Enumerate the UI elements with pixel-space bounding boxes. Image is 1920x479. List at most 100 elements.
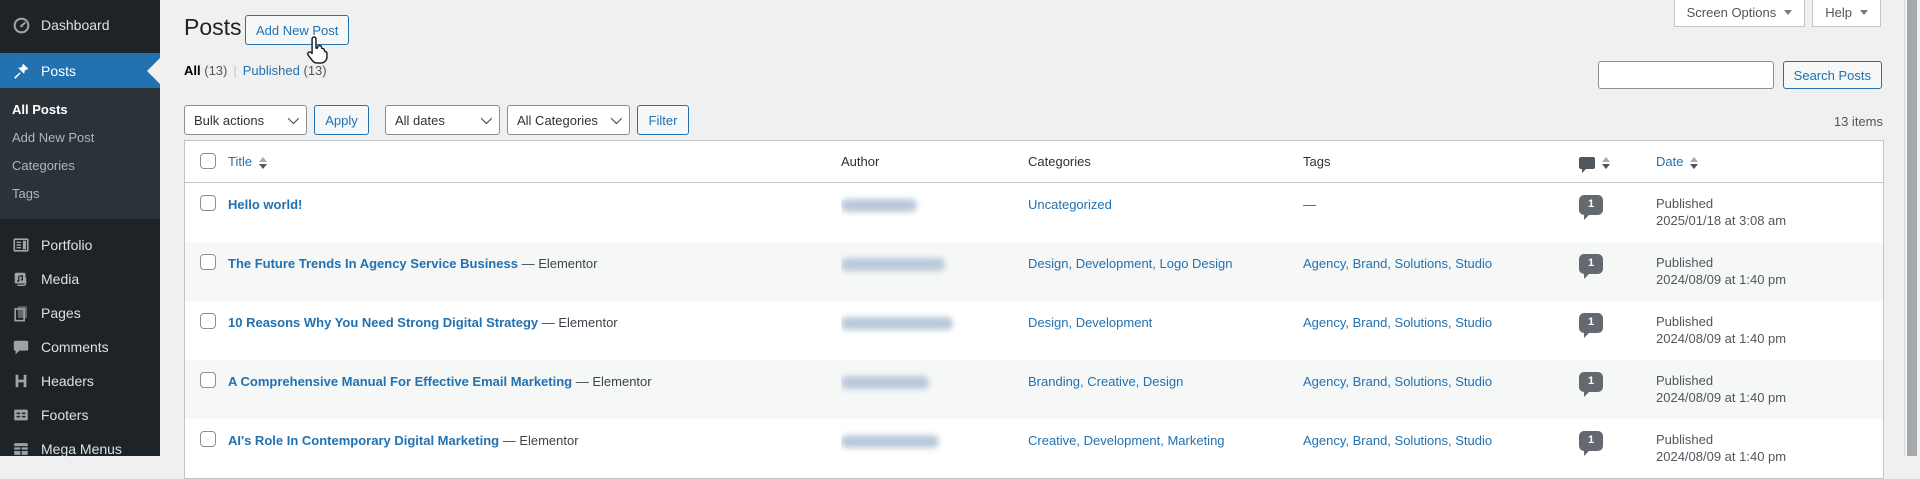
scrollbar-thumb[interactable] <box>1907 0 1917 456</box>
sidebar-item-posts[interactable]: Posts <box>0 53 160 88</box>
all-categories-select[interactable]: All Categories <box>507 105 630 135</box>
row-checkbox[interactable] <box>200 254 216 270</box>
categories-links[interactable]: Design, Development <box>1028 315 1153 330</box>
items-count: 13 items <box>1833 114 1883 129</box>
row-checkbox[interactable] <box>200 195 216 211</box>
apply-button[interactable]: Apply <box>314 105 369 135</box>
table-row: Hello world! Uncategorized — 1 Published… <box>185 183 1883 242</box>
post-title-link[interactable]: A Comprehensive Manual For Effective Ema… <box>228 374 573 389</box>
author-name-redacted <box>841 199 917 212</box>
select-all-checkbox[interactable] <box>200 153 216 169</box>
post-title-link[interactable]: The Future Trends In Agency Service Busi… <box>228 256 518 271</box>
comment-count-bubble[interactable]: 1 <box>1579 430 1603 456</box>
sidebar-item-dashboard[interactable]: Dashboard <box>0 8 160 42</box>
post-title-link[interactable]: Hello world! <box>228 197 303 212</box>
sidebar-item-comments[interactable]: Comments <box>0 330 160 364</box>
date-sort-link[interactable]: Date <box>1656 154 1684 169</box>
pushpin-icon <box>11 61 31 81</box>
tags-links[interactable]: Agency, Brand, Solutions, Studio <box>1303 315 1493 330</box>
post-date: 2024/08/09 at 1:40 pm <box>1656 331 1787 346</box>
row-checkbox[interactable] <box>200 431 216 447</box>
media-icon <box>11 269 31 289</box>
categories-links[interactable]: Creative, Development, Marketing <box>1028 433 1225 448</box>
search-box: Search Posts <box>1597 61 1882 89</box>
search-input[interactable] <box>1597 61 1774 89</box>
comment-count-bubble[interactable]: 1 <box>1579 312 1603 338</box>
sidebar-item-pages[interactable]: Pages <box>0 296 160 330</box>
screen-options-label: Screen Options <box>1686 5 1777 20</box>
bulk-actions-value: Bulk actions <box>194 112 265 128</box>
post-status-views: All (13) | Published (13) <box>184 63 327 78</box>
filter-button[interactable]: Filter <box>637 105 689 135</box>
categories-links[interactable]: Branding, Creative, Design <box>1028 374 1184 389</box>
submenu-categories[interactable]: Categories <box>12 158 75 173</box>
table-row: A Comprehensive Manual For Effective Ema… <box>185 360 1883 419</box>
chevron-down-icon <box>1860 10 1868 15</box>
submenu-tags[interactable]: Tags <box>12 186 40 201</box>
submenu-all-posts[interactable]: All Posts <box>12 102 68 117</box>
sidebar-item-portfolio[interactable]: Portfolio <box>0 228 160 262</box>
all-dates-value: All dates <box>395 112 445 128</box>
pages-icon <box>11 303 31 323</box>
table-header-row: Title Author Categories Tags Date <box>185 141 1883 183</box>
title-sort-link[interactable]: Title <box>228 154 253 169</box>
comments-icon <box>11 337 31 357</box>
table-row: AI's Role In Contemporary Digital Market… <box>185 419 1883 478</box>
column-header-date[interactable]: Date <box>1656 141 1883 182</box>
headers-icon <box>11 371 31 391</box>
page-title: Posts <box>184 14 242 40</box>
post-title-suffix: — Elementor <box>575 374 652 389</box>
column-header-comments[interactable] <box>1579 141 1656 182</box>
categories-links[interactable]: Uncategorized <box>1028 197 1112 212</box>
posts-list-table: Title Author Categories Tags Date Hello … <box>184 140 1884 479</box>
comment-count-bubble[interactable]: 1 <box>1579 371 1603 397</box>
sidebar-item-headers[interactable]: Headers <box>0 364 160 398</box>
post-title-link[interactable]: AI's Role In Contemporary Digital Market… <box>228 433 500 448</box>
author-name-redacted <box>841 258 945 271</box>
all-categories-value: All Categories <box>517 112 598 128</box>
view-all-link[interactable]: All (13) <box>184 63 227 78</box>
admin-sidebar: Dashboard Posts All Posts Add New Post C… <box>0 0 160 457</box>
add-new-post-button[interactable]: Add New Post <box>245 15 350 45</box>
comments-bubble-icon <box>1579 156 1595 173</box>
all-dates-select[interactable]: All dates <box>385 105 500 135</box>
view-published-count: (13) <box>303 63 327 78</box>
view-published-label: Published <box>242 63 300 78</box>
help-label: Help <box>1825 5 1852 20</box>
column-header-title[interactable]: Title <box>228 141 841 182</box>
post-date: 2024/08/09 at 1:40 pm <box>1656 449 1787 464</box>
search-posts-button[interactable]: Search Posts <box>1782 61 1882 89</box>
footers-icon <box>11 405 31 425</box>
bulk-actions-select[interactable]: Bulk actions <box>184 105 307 135</box>
author-name-redacted <box>841 435 939 448</box>
tags-links[interactable]: Agency, Brand, Solutions, Studio <box>1303 256 1493 271</box>
row-checkbox[interactable] <box>200 372 216 388</box>
post-title-suffix: — Elementor <box>502 433 579 448</box>
tags-none: — <box>1303 197 1316 212</box>
sort-arrows-icon <box>259 156 268 169</box>
screen-meta-links: Screen Options Help <box>1673 0 1881 27</box>
portfolio-icon <box>11 235 31 255</box>
sidebar-item-media[interactable]: Media <box>0 262 160 296</box>
comment-count-bubble[interactable]: 1 <box>1579 194 1603 220</box>
chevron-down-icon <box>480 112 493 125</box>
tags-links[interactable]: Agency, Brand, Solutions, Studio <box>1303 374 1493 389</box>
column-header-author: Author <box>841 154 880 169</box>
submenu-add-new-post[interactable]: Add New Post <box>12 130 95 145</box>
categories-links[interactable]: Design, Development, Logo Design <box>1028 256 1233 271</box>
sidebar-item-footers[interactable]: Footers <box>0 398 160 432</box>
tags-links[interactable]: Agency, Brand, Solutions, Studio <box>1303 433 1493 448</box>
sidebar-item-label: Portfolio <box>41 237 93 253</box>
sidebar-item-label: Headers <box>41 373 94 389</box>
help-tab[interactable]: Help <box>1812 0 1881 27</box>
post-title-link[interactable]: 10 Reasons Why You Need Strong Digital S… <box>228 315 539 330</box>
comment-count-bubble[interactable]: 1 <box>1579 253 1603 279</box>
sidebar-item-label: Pages <box>41 305 81 321</box>
screen-options-tab[interactable]: Screen Options <box>1673 0 1806 27</box>
view-published-link[interactable]: Published (13) <box>243 63 327 78</box>
sidebar-item-label: Media <box>41 271 80 287</box>
mouse-cursor-pointer-icon <box>303 34 331 66</box>
sidebar-item-mega-menus[interactable]: Mega Menus <box>0 432 160 466</box>
row-checkbox[interactable] <box>200 313 216 329</box>
vertical-scrollbar <box>1904 0 1920 456</box>
